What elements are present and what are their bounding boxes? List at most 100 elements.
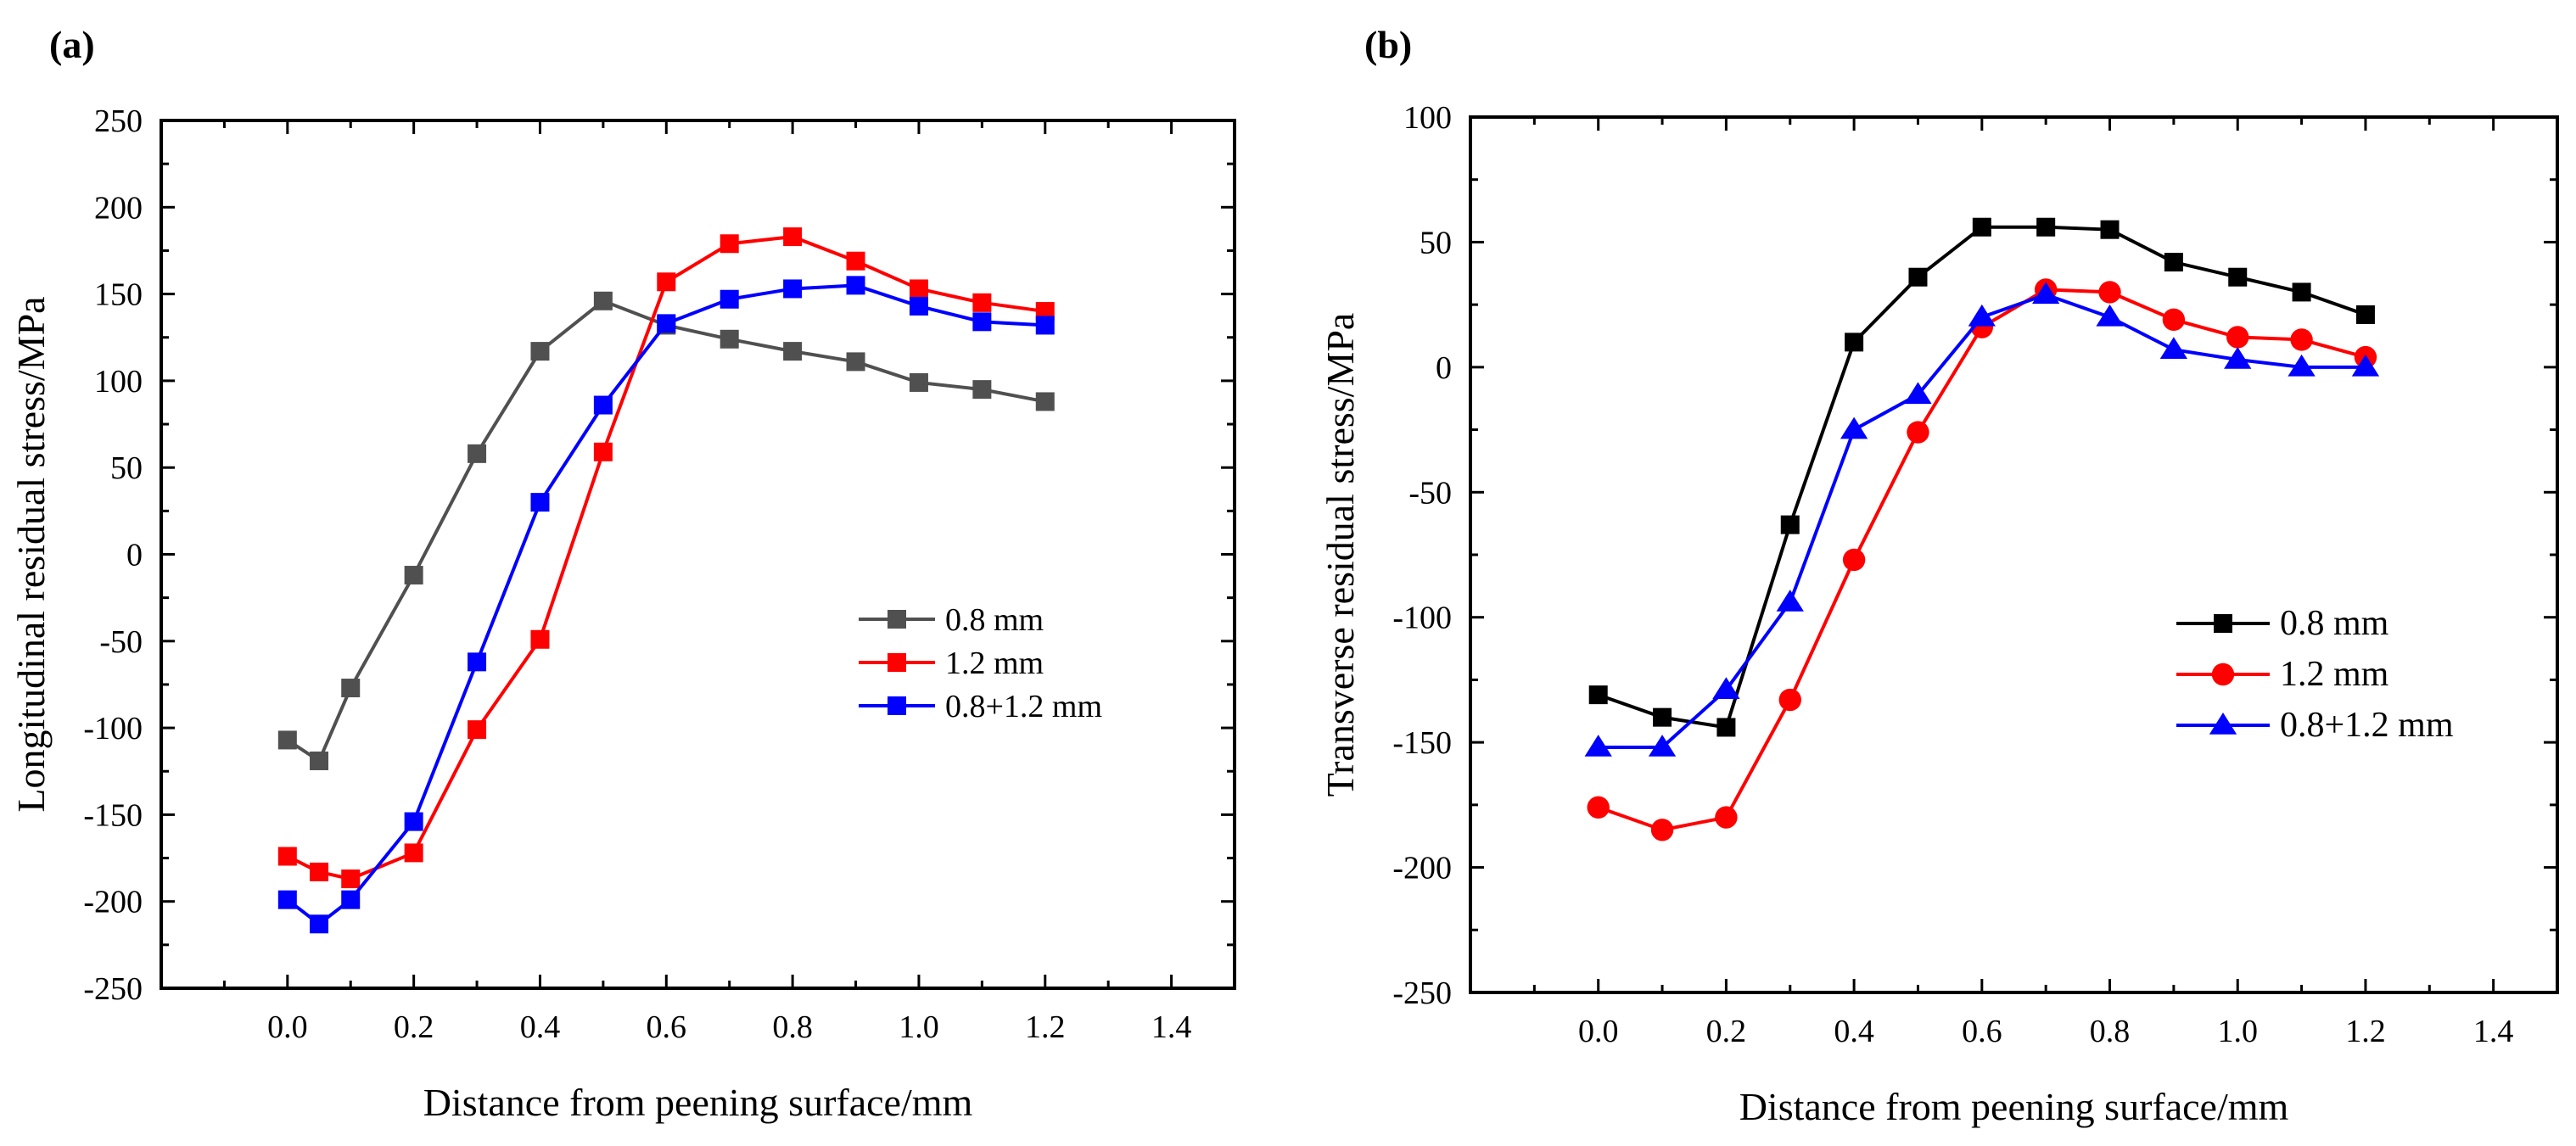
data-point bbox=[2098, 281, 2121, 304]
series-line bbox=[286, 299, 1046, 763]
data-point bbox=[1035, 392, 1055, 411]
data-point bbox=[1845, 333, 1864, 352]
data-point bbox=[310, 914, 329, 934]
x-tick-label: 1.0 bbox=[2217, 1014, 2258, 1049]
data-point bbox=[2032, 282, 2060, 305]
plot-frame bbox=[1469, 115, 2559, 994]
data-point bbox=[2351, 354, 2380, 377]
legend-marker bbox=[888, 653, 906, 672]
data-point bbox=[2226, 326, 2249, 349]
series-line bbox=[286, 283, 1045, 926]
y-tick-label: -100 bbox=[83, 711, 143, 746]
data-point bbox=[2036, 217, 2056, 237]
data-point bbox=[1716, 718, 1736, 737]
x-tick-label: 1.2 bbox=[1025, 1009, 1066, 1045]
data-point bbox=[530, 342, 550, 361]
x-tick-label: 0.0 bbox=[1578, 1014, 1619, 1049]
data-point bbox=[909, 372, 928, 392]
data-point bbox=[341, 869, 361, 889]
x-tick-label: 0.6 bbox=[647, 1009, 687, 1045]
legend-label: 1.2 mm bbox=[945, 646, 1044, 681]
data-point bbox=[310, 751, 329, 770]
data-point bbox=[404, 566, 423, 585]
series-line bbox=[1598, 225, 2366, 730]
data-point bbox=[1907, 421, 1929, 444]
data-point bbox=[404, 812, 423, 831]
data-point bbox=[783, 279, 803, 299]
legend-label: 0.8 mm bbox=[945, 602, 1044, 638]
data-point bbox=[2162, 308, 2186, 332]
y-tick-label: -200 bbox=[1392, 851, 1452, 886]
y-tick-label: -50 bbox=[1408, 475, 1452, 511]
data-point bbox=[2288, 354, 2316, 377]
data-point bbox=[404, 843, 423, 863]
legend-marker bbox=[2214, 614, 2232, 633]
series-line bbox=[1598, 288, 2366, 832]
data-point bbox=[468, 652, 487, 672]
data-point bbox=[468, 720, 487, 740]
data-point bbox=[341, 890, 361, 909]
data-point bbox=[2290, 328, 2313, 351]
data-point bbox=[277, 730, 297, 750]
legend-marker bbox=[2211, 662, 2235, 686]
data-point bbox=[593, 442, 613, 461]
y-tick-label: -250 bbox=[1392, 975, 1452, 1011]
data-point bbox=[1712, 677, 1740, 699]
plot-frame bbox=[160, 119, 1236, 990]
y-tick-label: -200 bbox=[83, 885, 143, 920]
data-point bbox=[1587, 796, 1610, 819]
data-point bbox=[1842, 548, 1866, 572]
data-point bbox=[972, 380, 992, 400]
data-point bbox=[1715, 806, 1738, 829]
data-point bbox=[2100, 220, 2120, 239]
data-point bbox=[2292, 282, 2311, 302]
data-point bbox=[972, 293, 992, 312]
data-point bbox=[909, 296, 928, 316]
x-tick-label: 1.4 bbox=[2473, 1014, 2514, 1049]
legend-label: 1.2 mm bbox=[2280, 655, 2389, 694]
legend-marker bbox=[888, 696, 906, 715]
x-tick-label: 1.4 bbox=[1151, 1009, 1192, 1045]
panel-b: (b) 0.0 0.2 0.4 0.6 0.8 1.0 1.2 1.4 -250 -200 -150 -… bbox=[1319, 23, 2559, 1128]
data-point bbox=[1778, 688, 1801, 712]
x-tick-label: 0.8 bbox=[2090, 1014, 2131, 1049]
data-point bbox=[846, 251, 865, 271]
data-point bbox=[530, 493, 550, 512]
legend-label: 0.8+1.2 mm bbox=[2280, 706, 2454, 745]
legend-label: 0.8 mm bbox=[2280, 604, 2389, 643]
data-point bbox=[783, 342, 803, 361]
data-point bbox=[1780, 515, 1800, 534]
data-point bbox=[530, 629, 550, 649]
data-point bbox=[1650, 819, 1674, 841]
series-line bbox=[1598, 293, 2366, 750]
x-tick-label: 0.6 bbox=[1962, 1014, 2002, 1049]
y-tick-label: 0 bbox=[126, 538, 143, 573]
data-point bbox=[1588, 685, 1608, 705]
y-tick-label: -250 bbox=[83, 971, 143, 1007]
legend-marker bbox=[2209, 713, 2237, 735]
y-tick-label: 150 bbox=[94, 277, 143, 313]
data-point bbox=[468, 444, 487, 463]
x-tick-label: 0.0 bbox=[267, 1009, 308, 1045]
data-point bbox=[277, 890, 297, 909]
y-tick-label: -150 bbox=[1392, 725, 1452, 761]
x-tick-label: 0.2 bbox=[1706, 1014, 1747, 1049]
y-tick-label: 50 bbox=[110, 450, 143, 486]
y-tick-label: 250 bbox=[94, 103, 143, 139]
data-point bbox=[657, 272, 676, 292]
x-axis-title: Distance from peening surface/mm bbox=[1739, 1085, 2289, 1128]
data-point bbox=[783, 227, 803, 247]
data-point bbox=[593, 395, 613, 415]
y-axis-title: Longitudinal residual stress/MPa bbox=[9, 296, 53, 812]
data-point bbox=[1648, 735, 1677, 757]
data-point bbox=[2355, 305, 2375, 324]
y-tick-label: -150 bbox=[83, 797, 143, 833]
data-point bbox=[593, 291, 613, 310]
data-point bbox=[720, 329, 739, 349]
data-point bbox=[1972, 217, 1991, 237]
panel-label: (b) bbox=[1364, 23, 1412, 66]
legend-marker bbox=[888, 610, 906, 629]
x-tick-label: 0.2 bbox=[394, 1009, 434, 1045]
x-tick-label: 1.2 bbox=[2345, 1014, 2386, 1049]
